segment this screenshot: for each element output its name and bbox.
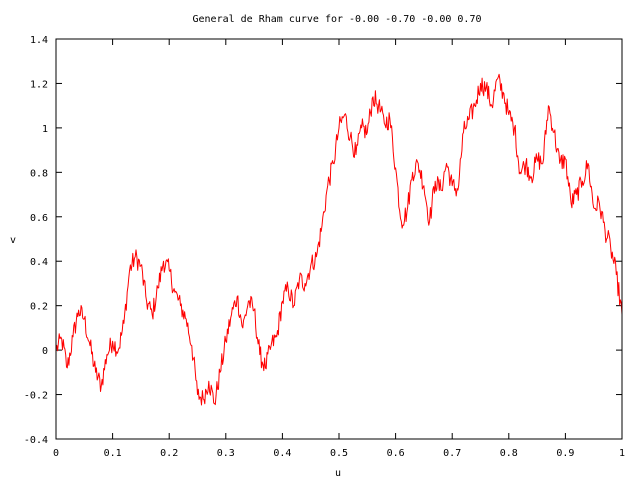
x-axis-label: u [335, 468, 341, 479]
y-tick-label: 0.8 [30, 168, 48, 179]
y-tick-label: 0 [42, 346, 48, 357]
y-axis-label: v [10, 235, 16, 246]
x-tick-label: 0.9 [556, 448, 574, 459]
chart-title: General de Rham curve for -0.00 -0.70 -0… [193, 14, 482, 25]
y-tick-label: -0.4 [24, 435, 48, 446]
x-tick-label: 1 [619, 448, 625, 459]
x-tick-label: 0.4 [273, 448, 291, 459]
x-tick-label: 0.3 [217, 448, 235, 459]
series-line [55, 73, 623, 406]
y-tick-label: 0.2 [30, 302, 48, 313]
plot-frame [55, 38, 623, 440]
x-tick-label: 0.6 [387, 448, 405, 459]
y-tick-label: -0.2 [24, 391, 48, 402]
y-tick-label: 1.4 [30, 35, 48, 46]
x-tick-label: 0 [53, 448, 59, 459]
y-tick-label: 0.4 [30, 257, 48, 268]
y-tick-label: 1 [42, 124, 48, 135]
y-tick-label: 1.2 [30, 79, 48, 90]
x-tick-label: 0.7 [443, 448, 461, 459]
x-tick-label: 0.2 [160, 448, 178, 459]
x-tick-label: 0.1 [104, 448, 122, 459]
x-tick-label: 0.5 [330, 448, 348, 459]
y-tick-label: 0.6 [30, 213, 48, 224]
x-tick-label: 0.8 [500, 448, 518, 459]
